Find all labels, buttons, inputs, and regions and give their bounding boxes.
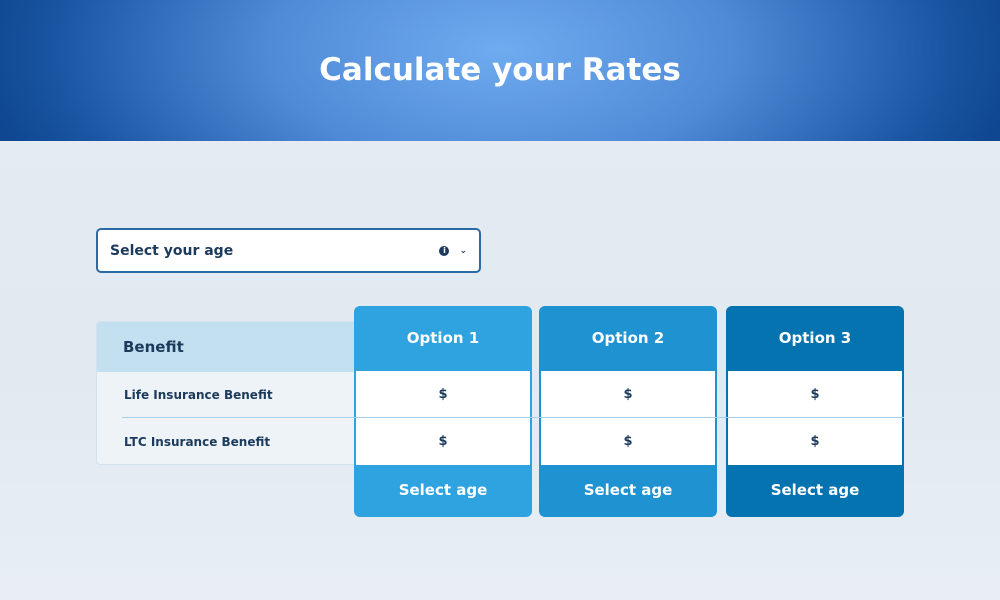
benefit-table: Benefit Life Insurance Benefit LTC Insur… bbox=[96, 321, 356, 465]
option-1-ltc-value: $ bbox=[356, 418, 530, 465]
option-2-title: Option 2 bbox=[591, 329, 665, 347]
option-1-life-value: $ bbox=[356, 371, 530, 418]
age-select[interactable]: Select your age i ⌄ bbox=[96, 228, 481, 273]
hero-banner: Calculate your Rates bbox=[0, 0, 1000, 141]
option-1-title: Option 1 bbox=[406, 329, 480, 347]
option-3-life-value: $ bbox=[728, 371, 902, 418]
option-3-select-button[interactable]: Select age bbox=[770, 481, 860, 499]
benefit-row-life: Life Insurance Benefit bbox=[124, 388, 273, 402]
option-2-select-button[interactable]: Select age bbox=[583, 481, 673, 499]
option-2-column: Option 2 $ $ Select age bbox=[539, 306, 717, 517]
option-1-column: Option 1 $ $ Select age bbox=[354, 306, 532, 517]
option-3-column: Option 3 $ $ Select age bbox=[726, 306, 904, 517]
option-1-select-button[interactable]: Select age bbox=[398, 481, 488, 499]
option-2-life-value: $ bbox=[541, 371, 715, 418]
option-2-ltc-value: $ bbox=[541, 418, 715, 465]
option-3-title: Option 3 bbox=[778, 329, 852, 347]
option-3-ltc-value: $ bbox=[728, 418, 902, 465]
info-icon[interactable]: i bbox=[439, 245, 450, 256]
chevron-down-icon: ⌄ bbox=[459, 245, 467, 256]
benefit-header: Benefit bbox=[97, 322, 355, 372]
benefit-row-ltc: LTC Insurance Benefit bbox=[124, 435, 271, 449]
row-divider bbox=[122, 417, 904, 418]
age-select-label: Select your age bbox=[110, 242, 234, 259]
page-title: Calculate your Rates bbox=[319, 51, 681, 88]
